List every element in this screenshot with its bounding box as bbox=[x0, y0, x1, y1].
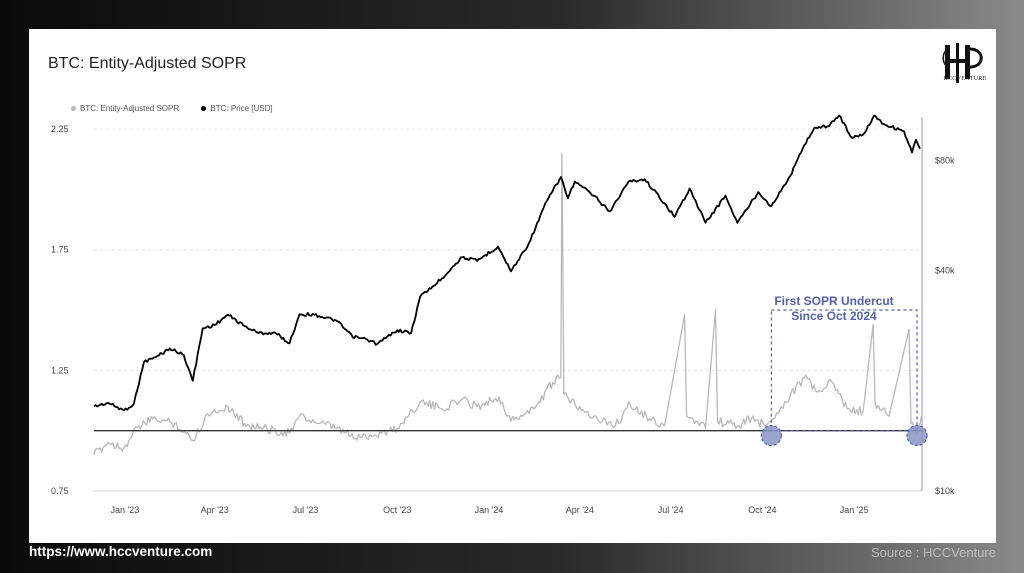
annotation-dashed-box bbox=[770, 309, 918, 432]
x-tick-label: Apr '23 bbox=[201, 505, 229, 515]
x-tick-label: Oct '23 bbox=[383, 505, 411, 515]
chart-legend: BTC: Entity-Adjusted SOPR BTC: Price [US… bbox=[71, 104, 293, 113]
chart-card: BTC: Entity-Adjusted SOPR HCCVENTURE BTC… bbox=[29, 29, 996, 543]
source-credit: Source : HCCVenture bbox=[870, 545, 996, 560]
legend-item-sopr: BTC: Entity-Adjusted SOPR bbox=[71, 104, 179, 113]
chart-plot: 0.75 1.25 1.75 2.25 $10k $40k $80k Jan '23 Apr '… bbox=[51, 114, 955, 515]
legend-dot-icon bbox=[201, 106, 207, 111]
price-series-line bbox=[93, 114, 921, 412]
y-tick-label-left: 1.25 bbox=[51, 365, 69, 375]
sopr-series-line bbox=[93, 152, 923, 455]
x-tick-label: Jan '23 bbox=[111, 505, 140, 515]
y-tick-label-right: $10k bbox=[935, 486, 955, 496]
x-tick-label: Apr '24 bbox=[566, 505, 594, 515]
undercut-marker bbox=[760, 424, 782, 447]
x-tick-label: Oct '24 bbox=[748, 505, 776, 515]
y-tick-label-left: 1.75 bbox=[51, 245, 69, 255]
y-tick-label-right: $40k bbox=[935, 266, 955, 276]
y-tick-label-right: $80k bbox=[935, 155, 955, 165]
x-tick-label: Jan '24 bbox=[475, 505, 504, 515]
y-tick-label-left: 0.75 bbox=[51, 486, 69, 496]
legend-label-sopr: BTC: Entity-Adjusted SOPR bbox=[80, 104, 180, 113]
legend-dot-icon bbox=[71, 106, 76, 111]
x-tick-label: Jul '23 bbox=[293, 505, 319, 515]
chart-title: BTC: Entity-Adjusted SOPR bbox=[48, 55, 247, 72]
legend-item-price: BTC: Price [USD] bbox=[201, 104, 273, 113]
annotation-text: Since Oct 2024 bbox=[791, 309, 877, 323]
hcc-logo-icon bbox=[942, 43, 983, 83]
logo-text: HCCVENTURE bbox=[943, 76, 987, 82]
annotation-text: First SOPR Undercut bbox=[774, 294, 893, 308]
legend-label-price: BTC: Price [USD] bbox=[210, 104, 273, 113]
website-url[interactable]: https://www.hccventure.com bbox=[29, 544, 213, 559]
y-tick-label-left: 2.25 bbox=[51, 124, 69, 134]
undercut-marker bbox=[906, 424, 928, 447]
x-tick-label: Jul '24 bbox=[658, 505, 684, 515]
x-tick-label: Jan '25 bbox=[840, 505, 869, 515]
